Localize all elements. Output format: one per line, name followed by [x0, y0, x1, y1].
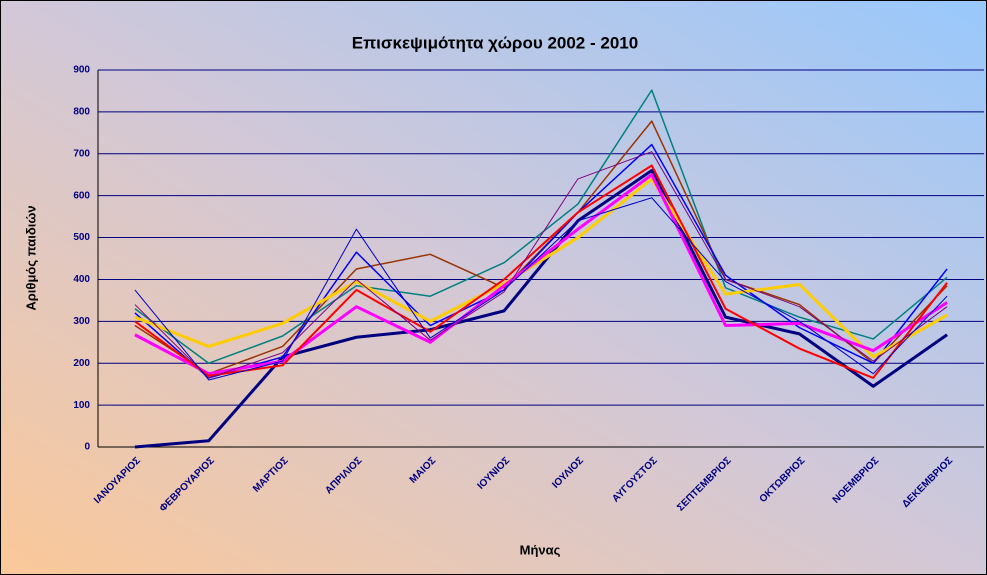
y-tick-label: 500 [73, 232, 90, 243]
y-axis-label: Αριθμός παιδιών [23, 205, 38, 310]
series-line [134, 143, 948, 379]
series-line [134, 197, 948, 381]
x-axis-label: Μήνας [520, 542, 561, 557]
series-line [134, 164, 948, 379]
y-tick-label: 300 [73, 316, 90, 327]
y-tick-label: 400 [73, 274, 90, 285]
series-line [134, 169, 948, 449]
y-tick-label: 100 [73, 400, 90, 411]
y-tick-label: 0 [84, 442, 90, 453]
series-line [134, 173, 948, 376]
series-line [134, 89, 948, 364]
y-tick-label: 700 [73, 148, 90, 159]
y-tick-label: 600 [73, 190, 90, 201]
series-line [134, 177, 948, 359]
y-tick-label: 800 [73, 107, 90, 118]
chart-title: Επισκεψιμότητα χώρου 2002 - 2010 [352, 33, 638, 52]
series-line [134, 151, 948, 379]
y-tick-label: 900 [73, 65, 90, 76]
y-tick-label: 200 [73, 358, 90, 369]
